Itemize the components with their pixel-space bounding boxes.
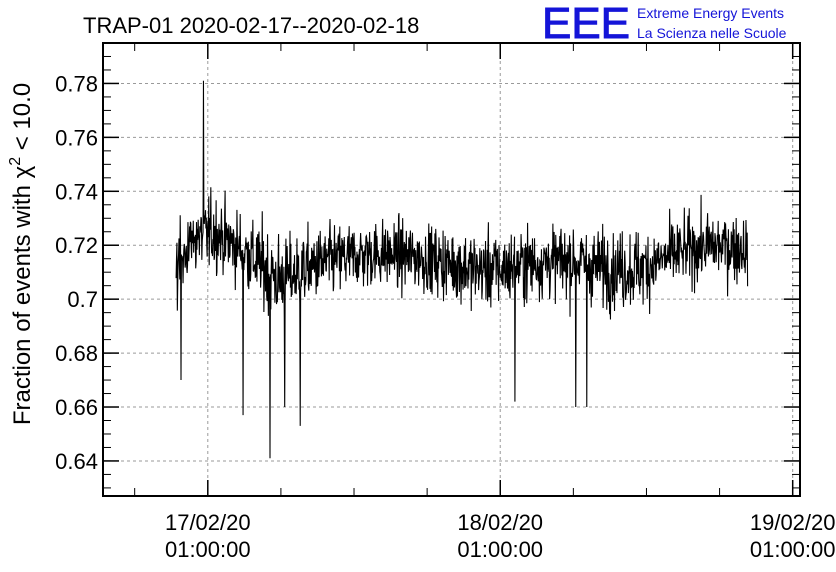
x-tick-time: 01:00:00	[457, 537, 543, 562]
y-tick-label: 0.74	[55, 179, 98, 204]
eee-logo: EEE Extreme Energy Events La Scienza nel…	[542, 0, 787, 49]
logo-line-1: Extreme Energy Events	[637, 5, 784, 21]
x-tick-label: 17/02/20 01:00:00	[165, 510, 251, 562]
y-tick-label: 0.72	[55, 233, 98, 258]
x-tick-date: 18/02/20	[457, 510, 543, 535]
x-tick-date: 19/02/20	[750, 510, 836, 535]
y-tick-labels: 0.64 0.66 0.68 0.7 0.72 0.74 0.76 0.78	[55, 71, 98, 474]
y-tick-label: 0.64	[55, 449, 98, 474]
series-path	[175, 80, 749, 459]
chart-title: TRAP-01 2020-02-17--2020-02-18	[83, 13, 419, 38]
y-tick-label: 0.78	[55, 71, 98, 96]
x-tick-time: 01:00:00	[750, 537, 836, 562]
x-tick-date: 17/02/20	[165, 510, 251, 535]
x-tick-label: 19/02/20 01:00:00	[750, 510, 836, 562]
y-axis-label: Fraction of events with χ2 < 10.0	[7, 83, 36, 425]
logo-line-2: La Scienza nelle Scuole	[637, 25, 787, 41]
y-tick-label: 0.7	[67, 287, 98, 312]
plot-frame	[102, 42, 801, 497]
logo-mark: EEE	[542, 0, 630, 48]
x-tick-time: 01:00:00	[165, 537, 251, 562]
y-tick-label: 0.76	[55, 125, 98, 150]
y-tick-label: 0.66	[55, 395, 98, 420]
axis-ticks	[103, 43, 800, 496]
y-tick-label: 0.68	[55, 341, 98, 366]
series-line	[175, 80, 749, 459]
x-tick-label: 18/02/20 01:00:00	[457, 510, 543, 562]
